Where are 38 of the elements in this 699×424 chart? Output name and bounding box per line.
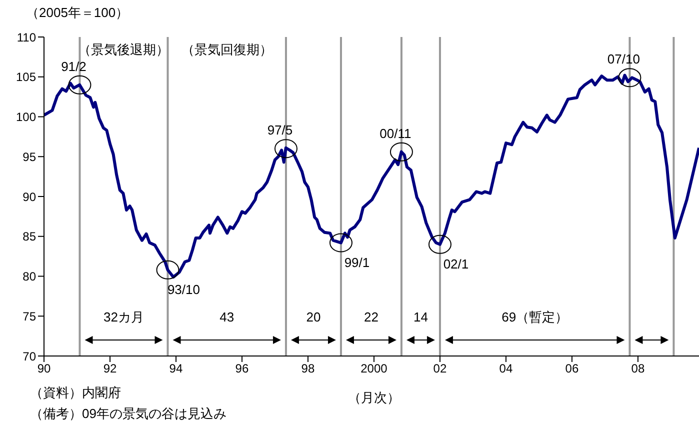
annotation: （景気回復期） [181,42,272,57]
x-tick-label: 04 [499,362,513,376]
x-tick-label: 2000 [360,362,388,376]
annotation: 32カ月 [104,310,144,325]
annotation: 97/5 [267,122,293,138]
annotation: 14 [413,310,428,325]
y-tick-label: 75 [22,309,36,324]
annotation: 00/11 [380,126,412,141]
x-axis-title: （月次） [348,389,400,407]
annotation: 22 [364,310,378,325]
y-tick-label: 105 [16,70,36,84]
annotation: 07/10 [607,52,640,67]
annotation: 43 [220,310,234,325]
annotation: 91/2 [61,58,86,74]
x-tick-label: 96 [235,362,249,376]
y-axis-title: （2005年＝100） [26,4,129,22]
x-tick-label: 94 [169,362,183,376]
text: （資料）内閣府 [30,384,121,402]
y-tick-label: 80 [22,270,36,284]
annotation: 99/1 [344,254,370,270]
x-tick-label: 08 [631,362,645,376]
y-tick-label: 90 [22,190,36,204]
x-tick-label: 92 [103,362,117,376]
x-tick-label: 90 [37,362,51,376]
y-tick-label: 95 [22,150,36,164]
x-tick-label: 06 [565,362,579,376]
y-tick-label: 70 [22,349,36,364]
annotation: （景気後退期） [78,42,170,57]
x-tick-label: 98 [301,362,315,376]
y-tick-label: 110 [16,30,36,44]
y-tick-label: 85 [22,230,36,244]
annotation: 69（暫定） [502,310,568,325]
annotation: 02/1 [443,256,469,272]
annotation: 20 [306,310,321,325]
y-tick-label: 100 [16,110,36,124]
text: （備考）09年の景気の谷は見込み [30,405,226,423]
annotation: 93/10 [167,282,200,297]
x-tick-label: 02 [433,362,447,376]
